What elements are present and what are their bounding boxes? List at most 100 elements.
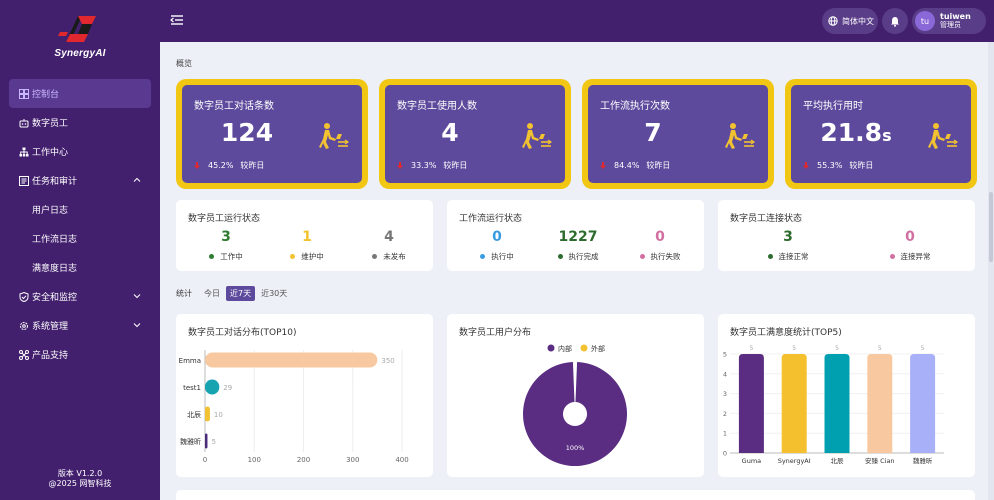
x-tick-label: 北辰 — [831, 457, 845, 465]
status-dot — [767, 254, 773, 259]
sidebar-item-dashboard[interactable]: 控制台 — [9, 79, 151, 108]
stat-connected: 3 连接正常 — [760, 229, 816, 262]
shield-icon — [19, 291, 29, 302]
workflow-run-status-card: 工作流运行状态 0 执行中 1227 执行完成 0 执行失败 — [447, 200, 704, 271]
worker-icon — [928, 123, 959, 149]
stat-label: 执行中 — [491, 252, 514, 261]
kpi-trend: 45.2% 较昨日 — [194, 160, 264, 171]
sidebar-item-user-log[interactable]: 用户日志 — [9, 195, 151, 224]
chevron-down-icon — [133, 323, 141, 328]
kpi-compare-label: 较昨日 — [240, 161, 265, 170]
kpi-change: 45.2% — [208, 161, 234, 170]
sidebar-item-digital-employee[interactable]: 数字员工 — [9, 108, 151, 137]
gear-icon — [20, 321, 28, 330]
user-distribution-chart-card: 数字员工用户分布 内部 外部 100% — [447, 314, 704, 477]
sidebar-item-system[interactable]: 系统管理 — [9, 311, 151, 340]
sidebar-item-security[interactable]: 安全和监控 — [9, 282, 151, 311]
satisfaction-chart: 0 1 2 3 4 5 5 Guma 5 SynergyAI 5 北辰 5 安臻 Cian 5 魏雅昕 — [723, 345, 944, 465]
scrollbar-thumb[interactable] — [989, 192, 993, 262]
page-scrollbar[interactable] — [988, 42, 994, 500]
x-tick-label: 300 — [346, 456, 359, 464]
worker-icon — [522, 123, 553, 149]
data-label: 10 — [214, 411, 223, 419]
sidebar-item-work-center[interactable]: 工作中心 — [9, 137, 151, 166]
stat-value: 0 — [905, 229, 915, 245]
pie-slice — [523, 362, 627, 466]
copyright-text: @2025 网智科技 — [48, 479, 112, 488]
bar — [781, 354, 807, 453]
kpi-compare-label: 较昨日 — [849, 161, 874, 170]
stat-value: 0 — [492, 229, 502, 245]
sidebar-item-label: 工作流日志 — [32, 235, 78, 245]
notification-button[interactable] — [882, 8, 908, 34]
legend-swatch — [580, 344, 588, 352]
sidebar-item-label: 工作中心 — [32, 148, 69, 158]
filter-today-button[interactable]: 今日 — [204, 289, 220, 298]
sidebar-nav: 控制台 数字员工 工作中心 任务和审计 用户日志 工作流日志 满意度日志 安全和… — [9, 79, 151, 369]
bell-icon — [891, 16, 899, 27]
card-title: 数字员工连接状态 — [730, 214, 803, 224]
sidebar-item-label: 产品支持 — [32, 351, 69, 361]
x-tick-label: 100 — [248, 456, 261, 464]
kpi-change: 84.4% — [614, 161, 640, 170]
version-info: 版本 V1.2.0 @2025 网智科技 — [0, 469, 160, 489]
employee-connection-status-card: 数字员工连接状态 3 连接正常 0 连接异常 — [718, 200, 975, 271]
bar — [205, 352, 378, 368]
support-icon — [19, 349, 29, 360]
filter-30days-button[interactable]: 近30天 — [261, 289, 288, 298]
y-tick-label: 北辰 — [187, 411, 201, 419]
kpi-title: 数字员工对话条数 — [194, 101, 274, 112]
stat-maintenance: 1 维护中 — [279, 229, 335, 262]
sidebar-item-support[interactable]: 产品支持 — [9, 340, 151, 369]
sidebar-item-label: 用户日志 — [32, 206, 69, 216]
menu-toggle-icon[interactable] — [170, 13, 184, 27]
data-label: 5 — [878, 345, 882, 352]
stat-value: 1 — [302, 229, 312, 245]
kpi-card: 工作流执行次数 7 84.4% 较昨日 — [582, 79, 774, 189]
dialog-distribution-chart-card: 数字员工对话分布(TOP10) 0 100 200 300 400 Emma 350 test… — [176, 314, 433, 477]
synergyai-logo-icon — [58, 15, 96, 42]
x-tick-label: Guma — [742, 457, 761, 465]
stat-value: 3 — [221, 229, 231, 245]
chevron-down-icon — [133, 294, 141, 299]
stat-completed: 1227 执行完成 — [550, 229, 606, 262]
stats-filter: 统计 今日 近7天 近30天 — [176, 286, 293, 301]
stat-label: 执行完成 — [568, 252, 599, 261]
stat-label: 连接异常 — [900, 252, 931, 261]
bar — [205, 406, 210, 422]
sidebar-item-label: 满意度日志 — [32, 264, 78, 274]
y-tick-label: test1 — [183, 384, 201, 392]
sidebar-item-workflow-log[interactable]: 工作流日志 — [9, 224, 151, 253]
kpi-title: 数字员工使用人数 — [397, 101, 477, 112]
kpi-compare-label: 较昨日 — [443, 161, 468, 170]
bar — [738, 354, 764, 453]
kpi-value: 124 — [182, 118, 312, 147]
kpi-card: 数字员工使用人数 4 33.3% 较昨日 — [379, 79, 571, 189]
brand-logo[interactable]: SynergyAI — [0, 0, 160, 70]
overview-title: 概览 — [176, 59, 192, 68]
stat-label: 未发布 — [383, 252, 406, 261]
sidebar-item-satisfaction-log[interactable]: 满意度日志 — [9, 253, 151, 282]
chart-title: 数字员工对话分布(TOP10) — [188, 328, 297, 338]
kpi-title: 工作流执行次数 — [600, 101, 670, 112]
kpi-value: 4 — [385, 118, 515, 147]
version-text: 版本 V1.2.0 — [57, 469, 103, 478]
legend-swatch — [547, 344, 555, 352]
y-tick-label: 5 — [723, 351, 727, 359]
user-distribution-chart: 内部 外部 100% — [523, 344, 627, 466]
filter-7days-button[interactable]: 近7天 — [226, 286, 256, 301]
user-menu[interactable]: tu tuiwen 管理员 — [912, 8, 986, 34]
brand-name: SynergyAI — [54, 47, 106, 59]
legend-label: 内部 — [558, 344, 572, 353]
sidebar-item-label: 控制台 — [32, 90, 60, 100]
chart-title: 数字员工用户分布 — [459, 328, 532, 338]
language-switch-button[interactable]: 简体中文 — [822, 8, 878, 34]
sidebar-item-tasks-audit[interactable]: 任务和审计 — [9, 166, 151, 195]
globe-icon — [828, 16, 838, 26]
card-title: 工作流运行状态 — [459, 214, 523, 224]
x-tick-label: 魏雅昕 — [913, 456, 933, 465]
kpi-trend: 33.3% 较昨日 — [397, 160, 467, 171]
status-dot — [290, 254, 296, 259]
data-label: 29 — [223, 384, 232, 392]
stat-working: 3 工作中 — [198, 229, 254, 262]
